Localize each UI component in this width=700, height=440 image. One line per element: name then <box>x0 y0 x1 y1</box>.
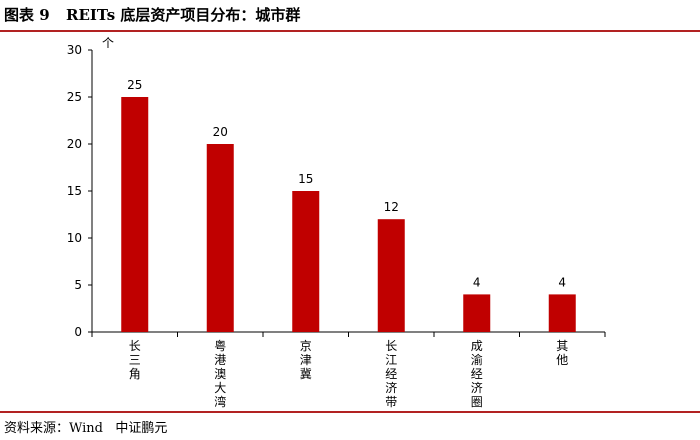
category-label: 其他 <box>556 339 568 367</box>
figure-title: REITs 底层资产项目分布：城市群 <box>66 6 301 24</box>
bar <box>463 294 491 332</box>
bottom-rule <box>0 411 700 413</box>
source-note: 资料来源：Wind 中证鹏元 <box>4 421 168 436</box>
y-tick-label: 30 <box>67 43 82 57</box>
category-label: 成渝经济圈 <box>471 339 483 409</box>
bar <box>548 294 576 332</box>
data-label: 25 <box>127 78 142 92</box>
category-label: 长三角 <box>129 339 141 381</box>
y-tick-label: 20 <box>67 137 82 151</box>
y-tick-label: 0 <box>74 325 82 339</box>
y-tick-label: 10 <box>67 231 82 245</box>
y-axis-unit-label: 个 <box>102 36 114 50</box>
category-label: 京津冀 <box>300 339 312 381</box>
y-tick-label: 15 <box>67 184 82 198</box>
figure-label: 图表 9 <box>4 6 50 24</box>
data-label: 20 <box>213 125 228 139</box>
data-label: 4 <box>558 275 566 289</box>
bar-chart: 0 5 10 15 20 25 30 个 25 长三角 20 粤港澳大湾 15 京津冀 12 长江经济带 4 成渝… <box>67 36 606 409</box>
y-tick-label: 5 <box>74 278 82 292</box>
data-label: 15 <box>298 172 313 186</box>
data-label: 4 <box>473 275 481 289</box>
category-label: 长江经济带 <box>385 339 397 409</box>
bar <box>292 191 320 332</box>
top-rule <box>0 30 700 32</box>
y-tick-label: 25 <box>67 90 82 104</box>
bar <box>121 97 149 332</box>
category-label: 粤港澳大湾 <box>214 338 226 409</box>
data-label: 12 <box>384 200 399 214</box>
bar <box>377 219 405 332</box>
bar <box>206 144 234 332</box>
figure-header: 图表 9 REITs 底层资产项目分布：城市群 <box>0 0 700 30</box>
